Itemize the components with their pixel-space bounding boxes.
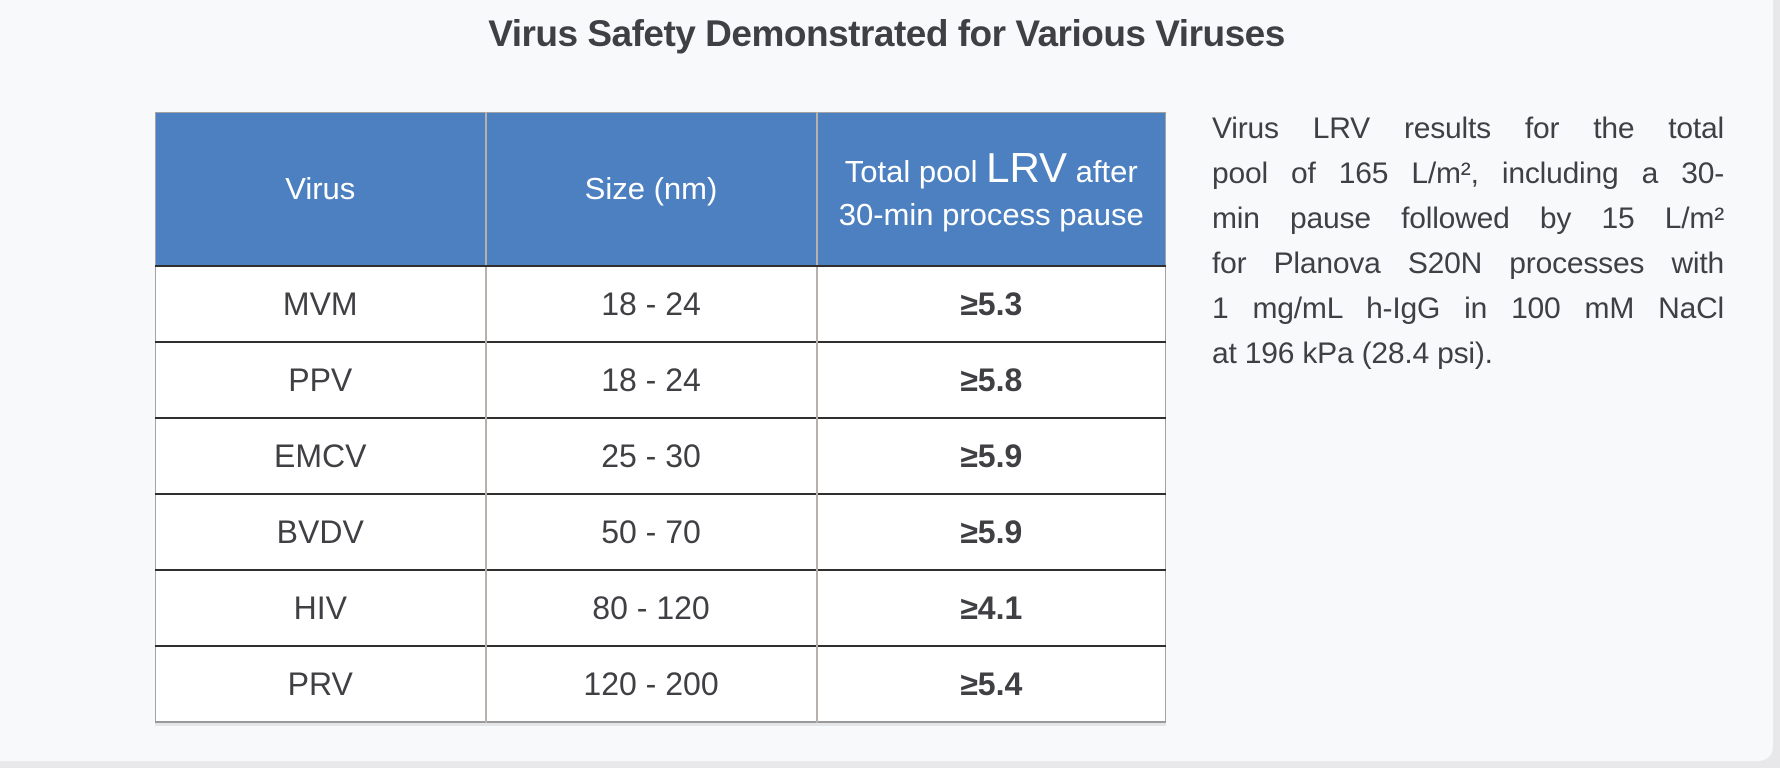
table-row: BVDV 50 - 70 ≥5.9: [155, 493, 1166, 570]
virus-name-cell: HIV: [155, 569, 486, 646]
virus-size-cell: 80 - 120: [484, 569, 817, 646]
virus-name-cell: EMCV: [155, 417, 486, 494]
virus-size-cell: 18 - 24: [484, 341, 817, 418]
table-row: HIV 80 - 120 ≥4.1: [155, 569, 1166, 646]
virus-lrv-cell: ≥4.1: [815, 569, 1166, 646]
lrv-header-acronym: LRV: [986, 144, 1068, 191]
sidenote-line: min pause followed by 15 L/m²: [1212, 202, 1724, 235]
lrv-column-header: Total pool LRV after 30-min process paus…: [815, 112, 1166, 267]
table-row: MVM 18 - 24 ≥5.3: [156, 266, 1166, 342]
sidenote-line: Virus LRV results for the total: [1212, 112, 1724, 145]
sidenote-line: for Planova S20N processes with: [1212, 247, 1724, 280]
virus-lrv-cell: ≥5.9: [815, 493, 1166, 570]
table-header: Virus Size (nm) Total pool LRV after 30-…: [155, 112, 1166, 267]
virus-size-cell: 25 - 30: [484, 417, 817, 494]
virus-name-cell: MVM: [282, 285, 358, 322]
sidenote-line: 1 mg/mL h-IgG in 100 mM NaCl: [1212, 292, 1724, 325]
lrv-header-line2: 30-min process pause: [838, 197, 1144, 232]
lrv-header-line1: Total pool LRV after: [819, 144, 1165, 196]
table-body: MVM 18 - 24 ≥5.3 PPV 18 - 24 ≥5.8 EMCV 2…: [155, 266, 1166, 722]
page-title: Virus Safety Demonstrated for Various Vi…: [488, 13, 1285, 54]
virus-lrv-table: Virus Size (nm) Total pool LRV after 30-…: [155, 112, 1166, 723]
table-row: PPV 18 - 24 ≥5.8: [155, 341, 1166, 418]
lrv-header-post: after: [1067, 154, 1138, 189]
virus-name-cell: PRV: [155, 645, 486, 722]
virus-size-cell: 50 - 70: [484, 493, 817, 570]
size-column-header: Size (nm): [484, 112, 817, 267]
virus-column-header: Virus: [155, 112, 486, 267]
sidenote: Virus LRV results for the total pool of 1…: [1212, 106, 1724, 376]
table-row: PRV 120 - 200 ≥5.4: [155, 645, 1166, 722]
sidenote-line: pool of 165 L/m², including a 30-: [1212, 157, 1724, 190]
virus-size-cell: 120 - 200: [484, 645, 817, 722]
virus-lrv-cell: ≥5.8: [815, 341, 1166, 418]
virus-lrv-cell: ≥5.3: [815, 266, 1166, 342]
lrv-header-pre: Total pool: [844, 154, 987, 189]
virus-lrv-cell: ≥5.9: [815, 417, 1166, 494]
virus-name-cell: PPV: [155, 341, 486, 418]
virus-size-cell: 18 - 24: [484, 266, 817, 342]
virus-name-cell: BVDV: [155, 493, 486, 570]
header-row: Virus Size (nm) Total pool LRV after 30-…: [155, 112, 1166, 267]
virus-lrv-cell: ≥5.4: [815, 645, 1166, 722]
table-row: EMCV 25 - 30 ≥5.9: [155, 417, 1166, 494]
sidenote-line: at 196 kPa (28.4 psi).: [1212, 337, 1493, 370]
